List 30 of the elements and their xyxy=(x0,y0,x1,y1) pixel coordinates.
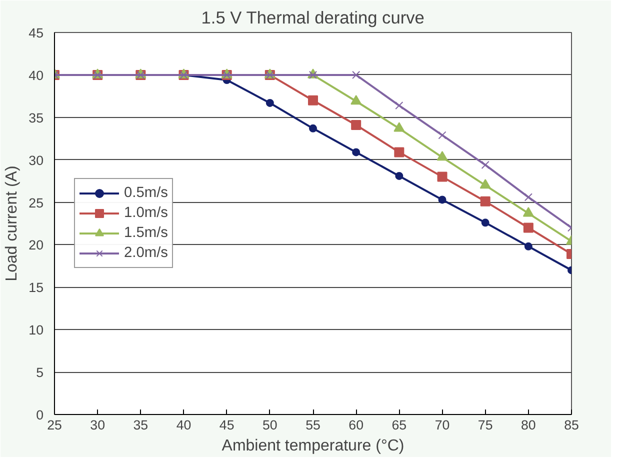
y-tick-label: 30 xyxy=(28,152,44,168)
x-tick-label: 50 xyxy=(262,418,278,432)
x-tick-label: 25 xyxy=(47,418,62,432)
x-tick-label: 60 xyxy=(348,418,364,432)
y-tick-label: 5 xyxy=(36,365,44,380)
y-axis-title: Load current (A) xyxy=(4,166,21,282)
y-tick-label: 20 xyxy=(28,238,44,253)
y-tick-label: 0 xyxy=(36,408,44,422)
y-tick-label: 35 xyxy=(28,110,44,126)
x-tick-label: 80 xyxy=(521,418,536,432)
x-tick-label: 70 xyxy=(434,418,450,432)
x-tick-label: 65 xyxy=(392,418,407,432)
y-tick-label: 40 xyxy=(28,68,44,83)
y-tick-label: 45 xyxy=(28,26,44,40)
x-axis-title: Ambient temperature (°C) xyxy=(222,438,404,454)
legend-label: 2.0m/s xyxy=(124,245,168,261)
x-tick-label: 30 xyxy=(90,418,105,432)
x-tick-label: 45 xyxy=(219,418,234,432)
x-tick-label: 40 xyxy=(176,418,192,432)
x-tick-label: 35 xyxy=(133,418,148,432)
x-tick-label: 55 xyxy=(306,418,320,432)
x-tick-label: 75 xyxy=(478,418,493,432)
legend-label: 1.0m/s xyxy=(124,205,168,221)
y-tick-label: 25 xyxy=(28,195,44,210)
chart-title: 1.5 V Thermal derating curve xyxy=(201,8,424,28)
legend-label: 1.5m/s xyxy=(124,225,168,241)
y-tick-label: 15 xyxy=(28,280,44,296)
x-tick-label: 85 xyxy=(564,418,579,432)
y-tick-label: 10 xyxy=(28,322,44,338)
legend-label: 0.5m/s xyxy=(124,185,168,201)
